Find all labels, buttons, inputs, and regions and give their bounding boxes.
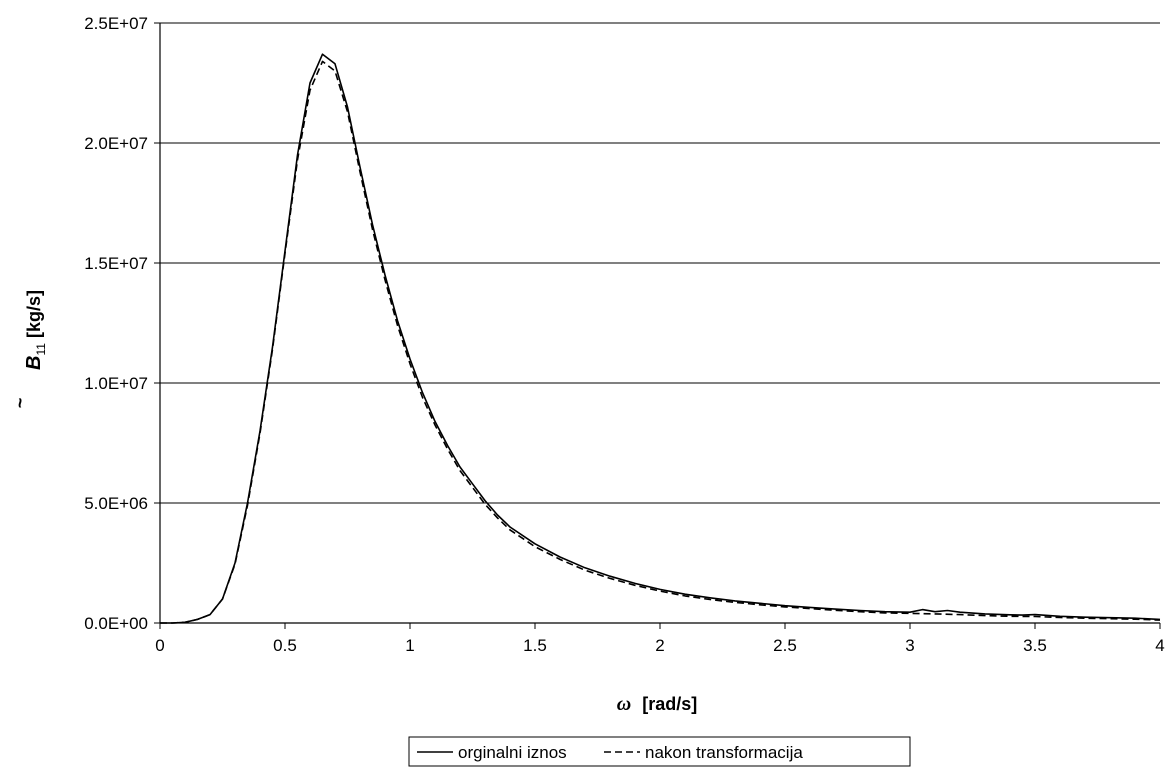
- y-tick-label: 1.5E+07: [84, 254, 148, 273]
- y-axis-subscript: 11: [34, 343, 48, 356]
- x-tick-label: 2.5: [773, 636, 797, 655]
- series-group: [160, 53, 1161, 624]
- y-tick-label: 2.5E+07: [84, 14, 148, 33]
- y-tick-label: 1.0E+07: [84, 374, 148, 393]
- series-line-orginalni-iznos: [160, 53, 1161, 624]
- y-axis-symbol: B: [23, 356, 45, 370]
- x-tick-label: 4: [1155, 636, 1164, 655]
- y-axis-accent: ~: [10, 398, 30, 409]
- x-tick-label: 0: [155, 636, 164, 655]
- x-tick-label: 0.5: [273, 636, 297, 655]
- legend-box: [408, 736, 911, 767]
- y-tick-label: 2.0E+07: [84, 134, 148, 153]
- legend: orginalni iznos nakon transformacija: [408, 736, 911, 767]
- x-tick-label: 1: [405, 636, 414, 655]
- y-tick-label: 0.0E+00: [84, 614, 148, 633]
- y-tick-labels: 0.0E+00 5.0E+06 1.0E+07 1.5E+07 2.0E+07 2.5E+…: [84, 14, 148, 633]
- x-axis-unit: [rad/s]: [642, 694, 697, 714]
- x-tick-label: 3: [905, 636, 914, 655]
- x-axis-title: ω [rad/s]: [617, 693, 698, 715]
- axes: [154, 22, 1161, 629]
- x-tick-label: 3.5: [1023, 636, 1047, 655]
- x-tick-label: 1.5: [523, 636, 547, 655]
- legend-label-orginalni: orginalni iznos: [458, 743, 567, 762]
- horizontal-gridlines: [160, 22, 1160, 504]
- y-axis-title: B11 [kg/s] ~: [10, 290, 48, 408]
- x-tick-labels: 0 0.5 1 1.5 2 2.5 3 3.5 4: [155, 636, 1164, 655]
- svg-text:B11[kg/s]: B11 [kg/s]: [23, 290, 48, 370]
- y-tick-label: 5.0E+06: [84, 494, 148, 513]
- x-axis-symbol: ω: [617, 693, 631, 715]
- y-axis-unit: [kg/s]: [24, 290, 44, 338]
- x-tick-label: 2: [655, 636, 664, 655]
- legend-label-nakon: nakon transformacija: [645, 743, 803, 762]
- series-line-nakon-transformacija: [160, 60, 1161, 624]
